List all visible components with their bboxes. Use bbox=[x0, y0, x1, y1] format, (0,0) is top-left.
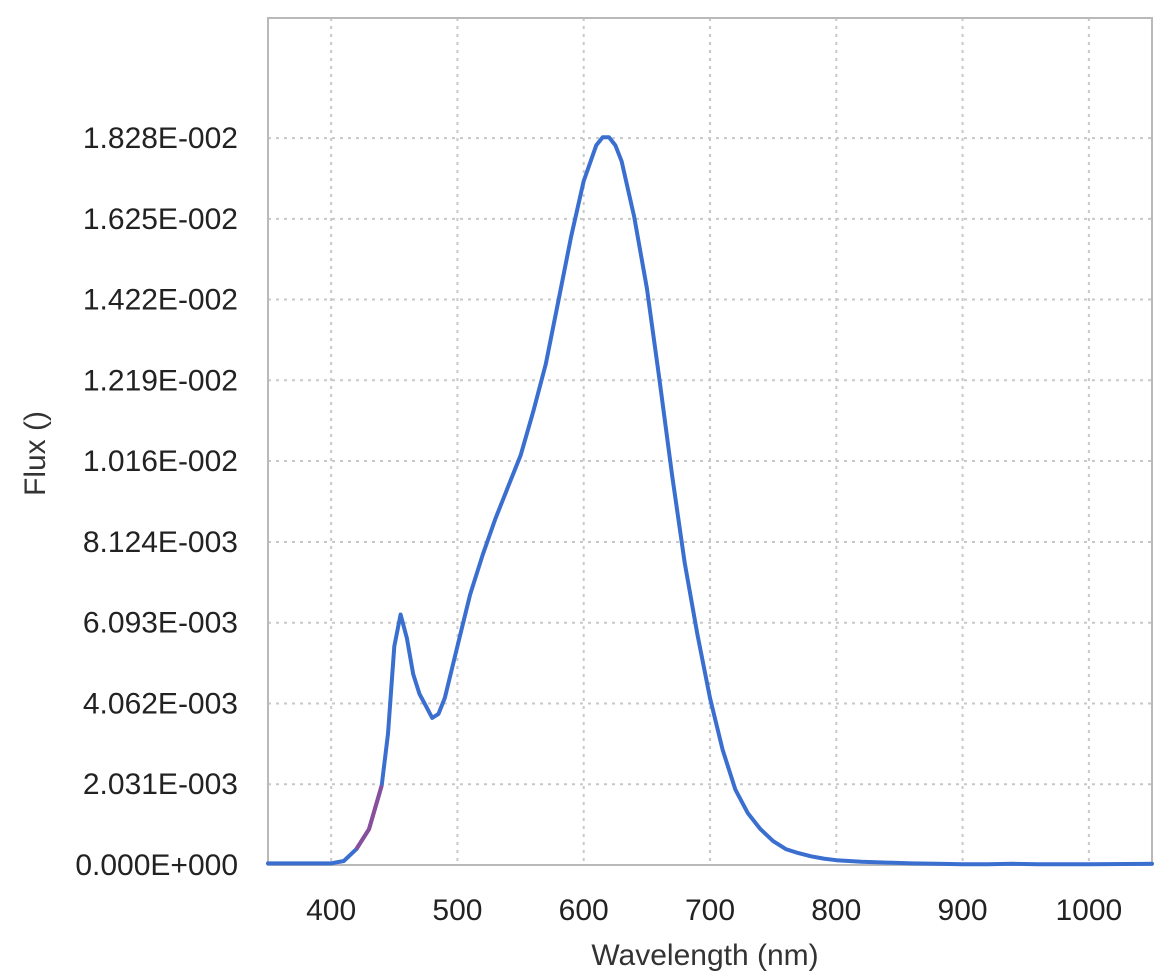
y-tick-label: 0.000E+000 bbox=[75, 849, 238, 882]
y-axis-label: Flux () bbox=[19, 411, 52, 496]
y-tick-label: 1.625E-002 bbox=[83, 203, 238, 236]
x-tick-label: 500 bbox=[432, 894, 482, 927]
flux-spectrum-line bbox=[266, 135, 1154, 867]
x-tick-label: 900 bbox=[938, 894, 988, 927]
x-tick-label: 600 bbox=[559, 894, 609, 927]
series-layer bbox=[266, 135, 1154, 867]
x-tick-label: 800 bbox=[811, 894, 861, 927]
y-tick-label: 1.828E-002 bbox=[83, 122, 238, 155]
y-axis-ticks: 0.000E+000 2.031E-003 4.062E-003 6.093E-003… bbox=[75, 122, 238, 882]
x-tick-label: 700 bbox=[685, 894, 735, 927]
x-tick-label: 1000 bbox=[1055, 894, 1122, 927]
y-tick-label: 1.219E-002 bbox=[83, 364, 238, 397]
y-tick-label: 6.093E-003 bbox=[83, 607, 238, 640]
y-tick-label: 1.422E-002 bbox=[83, 284, 238, 317]
x-tick-label: 400 bbox=[306, 894, 356, 927]
x-axis-label: Wavelength (nm) bbox=[591, 939, 818, 972]
y-tick-label: 8.124E-003 bbox=[83, 526, 238, 559]
highlight-segment bbox=[354, 784, 384, 851]
y-tick-label: 2.031E-003 bbox=[83, 768, 238, 801]
x-axis-ticks: 400 500 600 700 800 900 1000 bbox=[306, 894, 1122, 927]
y-tick-label: 1.016E-002 bbox=[83, 445, 238, 478]
y-tick-label: 4.062E-003 bbox=[83, 687, 238, 720]
grid-layer bbox=[268, 18, 1152, 866]
plot-area bbox=[267, 17, 1153, 866]
